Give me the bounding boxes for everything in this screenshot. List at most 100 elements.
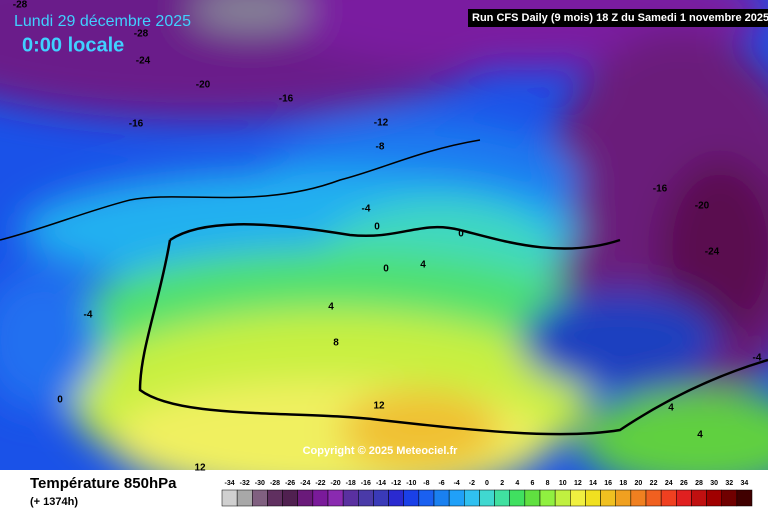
legend-label: 32 [725, 480, 733, 487]
legend-label: 26 [680, 480, 688, 487]
legend-swatch [312, 489, 329, 507]
contour-label: -28 [134, 29, 149, 40]
legend-label: 22 [650, 480, 658, 487]
legend-swatch [736, 489, 753, 507]
legend-swatch [600, 489, 616, 507]
legend-label: 20 [635, 480, 643, 487]
copyright: Copyright © 2025 Meteociel.fr [303, 445, 459, 457]
legend-swatch [570, 489, 586, 507]
legend-swatch [448, 489, 465, 507]
contour-label: -16 [653, 184, 668, 195]
legend-swatch [554, 489, 571, 507]
legend-swatch [418, 489, 435, 507]
legend-label: -12 [391, 480, 401, 487]
legend-swatch [221, 489, 238, 507]
legend-label: 12 [574, 480, 582, 487]
legend-label: 24 [665, 480, 673, 487]
legend-label: -10 [406, 480, 416, 487]
legend-label: 6 [530, 480, 534, 487]
legend-swatch [342, 489, 359, 507]
legend-swatch [706, 489, 722, 507]
legend-label: -20 [331, 480, 341, 487]
contour-label: 0 [374, 222, 380, 233]
legend-label: 28 [695, 480, 703, 487]
legend-label: 30 [710, 480, 718, 487]
legend-label: -6 [438, 480, 444, 487]
legend-swatch [464, 489, 480, 507]
legend-label: 16 [604, 480, 612, 487]
legend-label: -22 [315, 480, 325, 487]
legend-label: -16 [361, 480, 371, 487]
legend-swatch [691, 489, 707, 507]
legend-swatch [252, 489, 268, 507]
legend-swatch [615, 489, 632, 507]
legend-swatch [676, 489, 692, 507]
legend-label: 8 [546, 480, 550, 487]
legend-swatch [282, 489, 298, 507]
contour-label: 12 [194, 463, 206, 474]
legend-label: 14 [589, 480, 597, 487]
legend-swatch [630, 489, 647, 507]
contour-label: 4 [328, 302, 334, 313]
legend-label: 0 [485, 480, 489, 487]
legend-swatch [645, 489, 662, 507]
run-info: Run CFS Daily (9 mois) 18 Z du Samedi 1 … [472, 12, 768, 24]
legend-swatch [297, 489, 314, 507]
legend-swatch [327, 489, 344, 507]
footer-lead: (+ 1374h) [30, 496, 78, 508]
footer-title: Température 850hPa [30, 475, 177, 492]
contour-label: 4 [420, 260, 426, 271]
run-box [468, 9, 768, 27]
legend-label: -26 [285, 480, 295, 487]
legend-swatch [388, 489, 404, 507]
legend-swatch [721, 489, 738, 507]
legend-label: 2 [500, 480, 504, 487]
legend-swatch [585, 489, 601, 507]
legend-label: -32 [240, 480, 250, 487]
legend-label: 18 [619, 480, 627, 487]
contour-label: 4 [697, 430, 703, 441]
contour-label: -28 [13, 0, 28, 11]
contour-label: -24 [136, 56, 151, 67]
date: Lundi 29 décembre 2025 [14, 13, 191, 30]
contour-label: 0 [458, 229, 464, 240]
contour-label: -8 [376, 142, 385, 153]
legend-label: 34 [741, 480, 749, 487]
contour-label: 8 [333, 338, 339, 349]
legend-swatch [373, 489, 389, 507]
contour-label: -4 [84, 310, 93, 321]
legend-label: 10 [559, 480, 567, 487]
contour-label: 12 [373, 401, 385, 412]
contour-label: -24 [705, 247, 720, 258]
legend-swatch [479, 489, 495, 507]
legend-label: -18 [346, 480, 356, 487]
contour-label: -20 [695, 201, 710, 212]
legend-swatch [236, 489, 253, 507]
temperature-field [0, 0, 768, 470]
legend-label: 4 [515, 480, 519, 487]
contour-label: 0 [57, 395, 63, 406]
legend-swatch [539, 489, 556, 507]
contour-label: 0 [383, 264, 389, 275]
legend-label: -8 [423, 480, 429, 487]
contour-label: -4 [362, 204, 371, 215]
contour-label: -20 [196, 80, 211, 91]
legend-swatch [358, 489, 374, 507]
contour-label: -16 [129, 119, 144, 130]
legend: -34 -32 -30 -28 -26 -24 -22 -20 -18 -16 -14 -12 -10-… [221, 480, 753, 507]
legend-swatch [403, 489, 420, 507]
time: 0:00 locale [22, 34, 124, 56]
legend-label: -24 [300, 480, 310, 487]
contour-label: -16 [279, 94, 294, 105]
legend-swatch [494, 489, 510, 507]
legend-swatch [524, 489, 541, 507]
legend-label: -14 [376, 480, 386, 487]
legend-swatch [509, 489, 526, 507]
legend-label: -30 [255, 480, 265, 487]
contour-label: -4 [753, 353, 762, 364]
contour-label: -12 [374, 118, 389, 129]
legend-label: -4 [454, 480, 460, 487]
contour-label: 4 [668, 403, 674, 414]
